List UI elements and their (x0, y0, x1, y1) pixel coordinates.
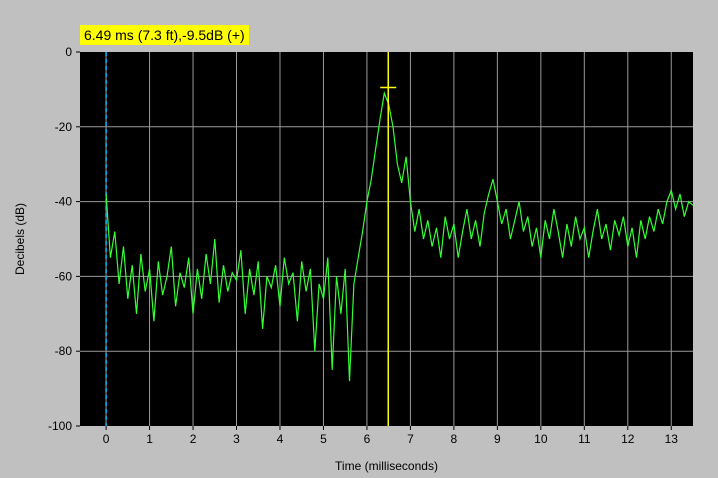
x-tick-label: 8 (451, 432, 458, 446)
x-tick-label: 5 (320, 432, 327, 446)
x-tick-label: 2 (190, 432, 197, 446)
y-tick-label: -40 (55, 195, 73, 209)
x-axis-label: Time (milliseconds) (335, 459, 438, 473)
x-tick-label: 7 (407, 432, 414, 446)
peak-cursor[interactable] (380, 52, 397, 426)
x-axis-ticks: 0 1 2 3 4 5 6 7 8 9 10 11 12 13 (103, 426, 679, 446)
y-tick-label: -100 (48, 419, 72, 433)
y-axis-ticks: 0 -20 -40 -60 -80 -100 (48, 45, 80, 433)
grid-lines (80, 52, 693, 426)
x-tick-label: 4 (277, 432, 284, 446)
x-tick-label: 10 (534, 432, 548, 446)
x-tick-label: 6 (364, 432, 371, 446)
x-tick-label: 11 (578, 432, 591, 446)
y-tick-label: -80 (55, 344, 73, 358)
x-tick-label: 3 (233, 432, 240, 446)
x-tick-label: 1 (146, 432, 153, 446)
x-tick-label: 12 (621, 432, 635, 446)
y-tick-label: -20 (55, 120, 73, 134)
x-tick-label: 13 (665, 432, 679, 446)
series-trace (105, 90, 694, 382)
y-tick-label: -60 (55, 269, 73, 283)
cursor-readout: 6.49 ms (7.3 ft),-9.5dB (+) (80, 25, 249, 45)
y-axis-label: Decibels (dB) (13, 203, 27, 275)
x-tick-label: 9 (494, 432, 501, 446)
y-tick-label: 0 (65, 45, 72, 59)
x-tick-label: 0 (103, 432, 110, 446)
plot-area (80, 52, 693, 426)
